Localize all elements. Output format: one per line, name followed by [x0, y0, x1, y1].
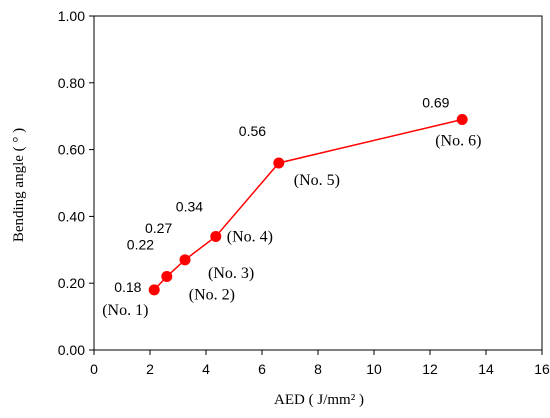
x-tick-label: 6 [258, 361, 266, 377]
axes: 0 2 4 6 8 10 12 14 16 0.00 0.20 0.40 0.60 0.80 1.00 [58, 8, 550, 377]
data-series [148, 114, 468, 296]
data-value-label: 0.34 [176, 198, 203, 214]
data-point-label: (No. 6) [435, 133, 481, 150]
x-tick-label: 8 [314, 361, 322, 377]
x-tick-label: 10 [366, 361, 382, 377]
y-axis-title: Bending angle ( ° ) [11, 128, 27, 242]
data-labels: 0.18 (No. 1) 0.22 (No. 2) 0.27 (No. 3) 0.34 (No… [102, 95, 481, 319]
data-point-label: (No. 5) [294, 172, 340, 189]
data-point [273, 157, 285, 169]
data-value-label: 0.22 [127, 237, 154, 253]
data-value-label: 0.69 [422, 95, 449, 111]
y-tick-label: 0.20 [58, 275, 85, 291]
data-point [210, 230, 222, 242]
data-point-label: (No. 3) [208, 265, 254, 282]
data-point [179, 254, 191, 266]
data-value-label: 0.18 [114, 279, 141, 295]
x-tick-label: 2 [146, 361, 154, 377]
x-tick-label: 4 [202, 361, 210, 377]
data-point [456, 114, 468, 126]
x-tick-label: 14 [478, 361, 494, 377]
y-tick-label: 0.80 [58, 75, 85, 91]
data-point [161, 271, 173, 283]
data-point-label: (No. 1) [102, 302, 148, 319]
data-value-label: 0.27 [145, 220, 172, 236]
y-tick-label: 1.00 [58, 8, 85, 24]
x-axis-title: AED ( J/mm² ) [274, 392, 364, 408]
x-tick-label: 16 [534, 361, 550, 377]
x-tick-label: 0 [90, 361, 98, 377]
data-point-label: (No. 4) [227, 228, 273, 245]
data-point-label: (No. 2) [189, 287, 235, 304]
data-value-label: 0.56 [239, 123, 266, 139]
y-tick-label: 0.00 [58, 342, 85, 358]
x-tick-label: 12 [422, 361, 438, 377]
y-tick-label: 0.40 [58, 208, 85, 224]
y-tick-label: 0.60 [58, 142, 85, 158]
data-point [148, 284, 160, 296]
